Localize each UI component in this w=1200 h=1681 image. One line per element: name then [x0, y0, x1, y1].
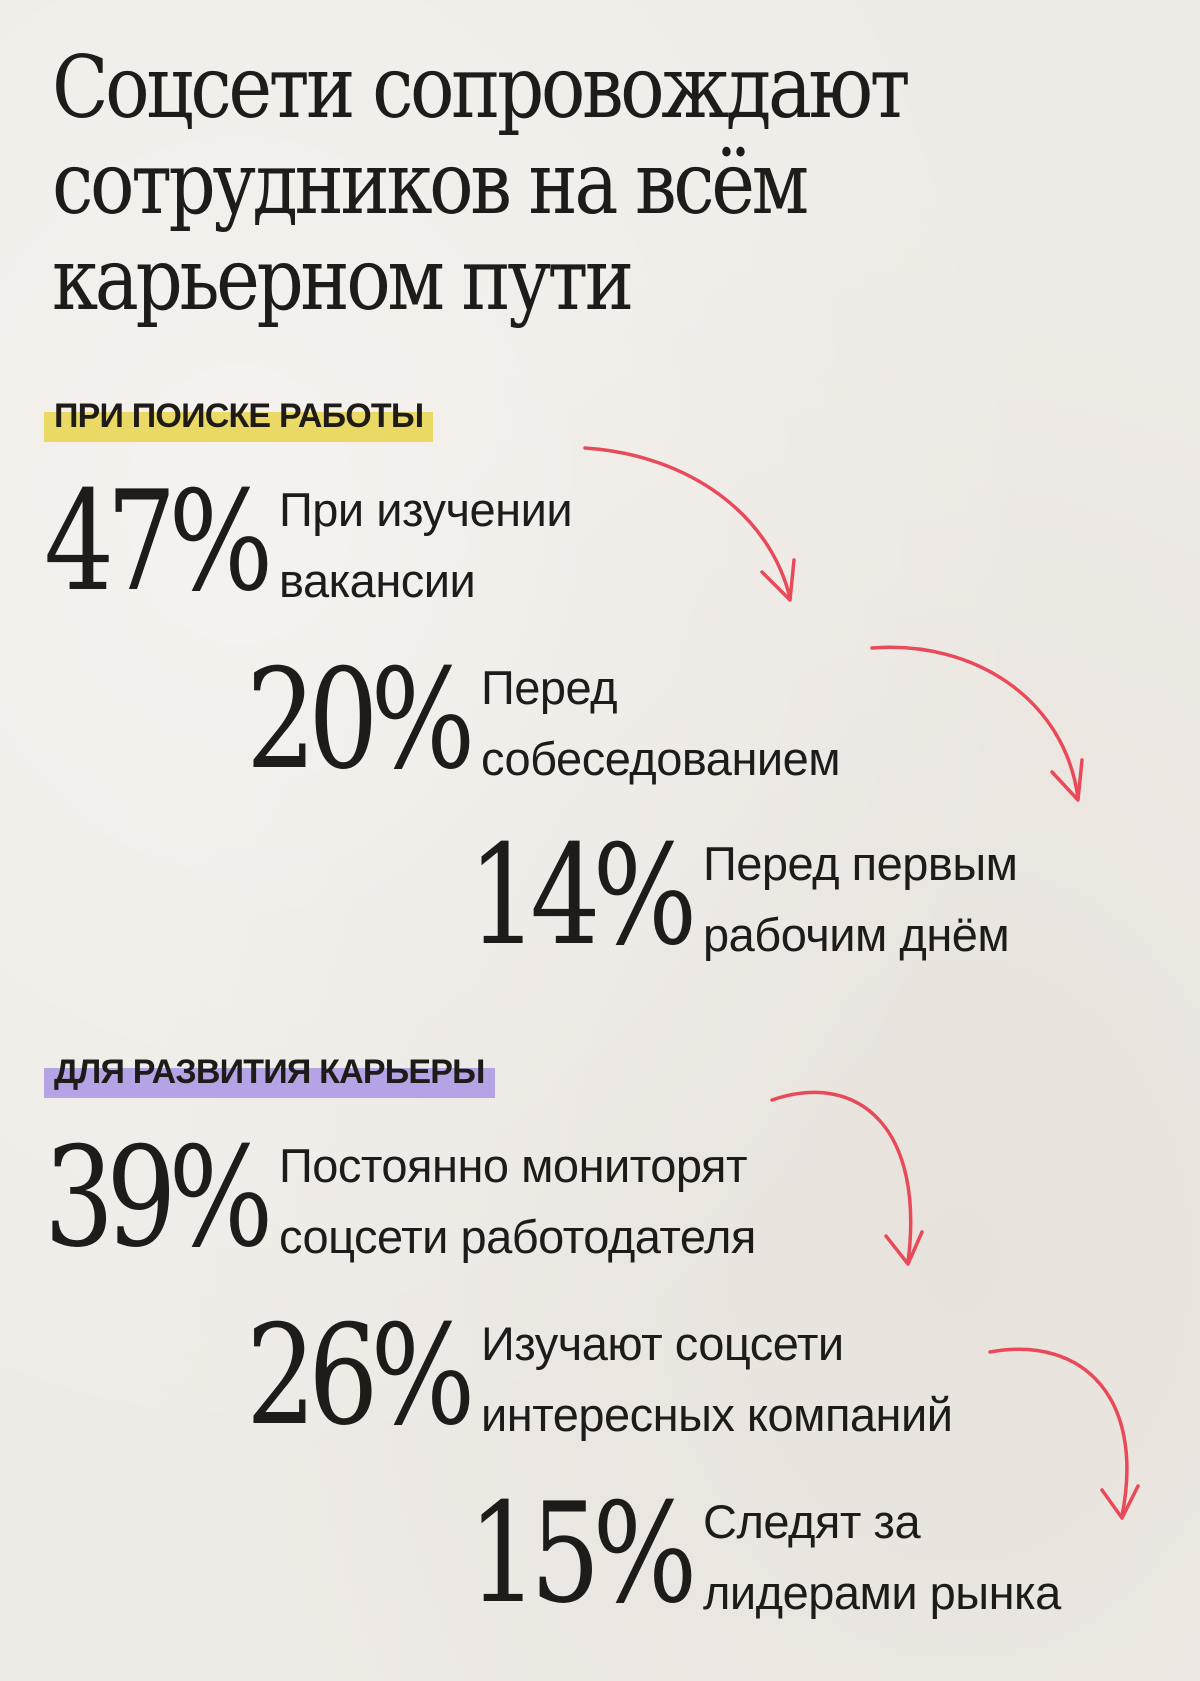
stat-percent: 26% [246, 1295, 475, 1456]
page-title: Соцсети сопровождают сотрудников на всём… [52, 40, 998, 328]
stat-percent: 15% [468, 1473, 697, 1634]
stat-description: При изучении вакансии [279, 483, 573, 607]
title-line-1: Соцсети сопровождают [52, 38, 910, 138]
stat-description: Следят за лидерами рынка [703, 1495, 1061, 1619]
stat-description: Перед собеседованием [481, 661, 841, 785]
arrow-icon [870, 645, 1084, 802]
arrow-icon [770, 1090, 924, 1266]
title-line-2: сотрудников на всём [52, 134, 809, 234]
arrow-icon [988, 1347, 1140, 1520]
stat-description: Постоянно мониторят соцсети работодателя [279, 1139, 756, 1263]
stat-percent: 39% [44, 1117, 273, 1278]
stat-percent: 47% [44, 461, 273, 622]
yellow-highlight [44, 412, 434, 442]
stat-percent: 14% [468, 815, 697, 976]
section-label-career-growth: ДЛЯ РАЗВИТИЯ КАРЬЕРЫ [44, 1054, 495, 1098]
title-line-3: карьерном пути [52, 230, 634, 330]
stat-description: Перед первым рабочим днём [703, 837, 1018, 961]
stat-percent: 20% [246, 639, 475, 800]
section-label-job-search: ПРИ ПОИСКЕ РАБОТЫ [44, 398, 434, 442]
stat-description: Изучают соцсети интересных компаний [481, 1317, 953, 1441]
purple-highlight [44, 1068, 495, 1098]
arrow-icon [583, 446, 796, 602]
